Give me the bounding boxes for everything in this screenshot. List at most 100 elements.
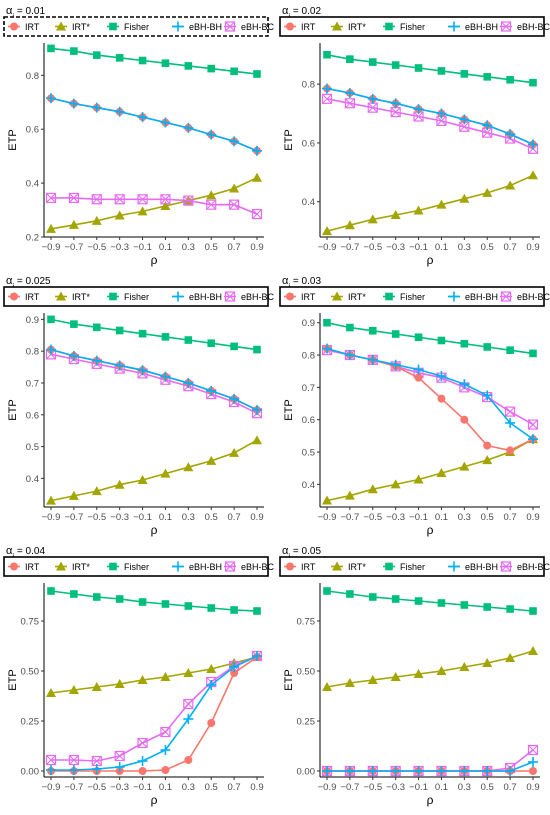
marker-irt [286, 22, 294, 31]
marker-ebh-bh [252, 651, 262, 661]
marker-irt-star [252, 172, 262, 182]
x-tick-label: −0.7 [341, 782, 360, 793]
marker-fisher [47, 315, 55, 324]
marker-fisher [483, 343, 492, 351]
x-tick-label: −0.3 [110, 242, 129, 253]
series-ebh-bh [46, 93, 262, 156]
marker-fisher [161, 59, 170, 68]
legend-label: eBH-BH [465, 22, 498, 32]
y-tick-label: 0.7 [26, 378, 39, 389]
marker-ebh-bh [91, 355, 102, 366]
marker-ebh-bc [114, 750, 125, 762]
series-line [50, 590, 258, 612]
legend-item-irt-star: IRT* [55, 21, 90, 32]
marker-fisher [138, 329, 147, 338]
legend-item-ebh-bc: eBH-BC [224, 561, 275, 572]
series-irt [47, 345, 261, 414]
x-tick-label: −0.3 [386, 512, 405, 523]
marker-ebh-bh [413, 766, 424, 776]
marker-ebh-bh [459, 114, 470, 125]
marker-ebh-bc [137, 194, 148, 205]
marker-fisher [529, 607, 537, 615]
series-irt-star [322, 646, 538, 691]
marker-ebh-bh [528, 757, 538, 767]
marker-irt-star [56, 291, 66, 301]
marker-ebh-bh [183, 714, 194, 724]
series-irt [323, 344, 537, 455]
legend-label: eBH-BC [241, 292, 275, 302]
marker-irt [286, 292, 294, 301]
legend-item-irt: IRT [284, 22, 316, 32]
marker-irt-star [137, 206, 148, 216]
marker-fisher [460, 601, 469, 609]
marker-fisher [385, 292, 393, 301]
marker-irt-star [332, 561, 342, 571]
marker-ebh-bh [390, 766, 401, 776]
x-axis-label: ρ [151, 523, 158, 537]
y-tick-label: 0.8 [302, 80, 315, 91]
marker-ebh-bh [137, 365, 148, 376]
legend-label: IRT [25, 562, 40, 572]
y-tick-label: 0.00 [21, 767, 40, 778]
marker-fisher [368, 326, 377, 335]
marker-ebh-bc [344, 98, 355, 109]
panel-title: αj = 0.05 [282, 545, 321, 561]
marker-fisher [115, 595, 124, 603]
marker-irt-star [344, 490, 355, 500]
marker-ebh-bh [173, 291, 183, 302]
x-tick-label: −0.7 [65, 512, 84, 523]
x-tick-label: −0.1 [409, 782, 428, 793]
marker-ebh-bc [183, 698, 194, 710]
legend-label: IRT* [348, 292, 366, 302]
marker-ebh-bh [46, 93, 56, 104]
marker-fisher [506, 605, 514, 613]
series-irt-star [322, 170, 538, 236]
marker-irt-star [436, 199, 447, 209]
marker-fisher [385, 22, 393, 31]
series-ebh-bc [45, 349, 263, 419]
legend-item-irt-star: IRT* [331, 561, 366, 572]
x-axis-label: ρ [427, 253, 434, 267]
marker-irt [230, 669, 239, 677]
series-line [326, 438, 534, 502]
y-tick-label: 0.50 [21, 667, 40, 678]
marker-ebh-bh [413, 364, 424, 375]
marker-ebh-bc [114, 194, 125, 205]
marker-fisher [253, 607, 261, 615]
legend-label: IRT* [72, 292, 90, 302]
legend-label: IRT* [348, 22, 366, 32]
legend-item-irt-star: IRT* [55, 291, 90, 302]
marker-fisher [437, 599, 446, 607]
x-tick-label: −0.1 [133, 242, 152, 253]
marker-ebh-bc [68, 192, 79, 204]
marker-irt-star [252, 435, 262, 445]
marker-fisher [184, 602, 193, 610]
y-tick-label: 0.2 [26, 233, 39, 244]
legend-label: eBH-BH [465, 292, 498, 302]
legend-label: eBH-BH [189, 562, 222, 572]
panel-title: αj = 0.04 [6, 545, 45, 561]
marker-ebh-bc [500, 21, 512, 32]
x-tick-label: 0.1 [435, 782, 448, 793]
x-tick-label: −0.9 [42, 512, 61, 523]
marker-ebh-bh [390, 359, 401, 370]
marker-irt-star [68, 685, 79, 694]
marker-ebh-bh [528, 434, 538, 445]
marker-ebh-bh [68, 98, 79, 109]
legend-label: Fisher [124, 562, 149, 572]
marker-ebh-bc [527, 419, 539, 430]
x-tick-label: 0.3 [458, 782, 471, 793]
x-tick-label: 0.9 [526, 782, 539, 793]
series-line [326, 347, 534, 452]
marker-irt [10, 292, 18, 301]
legend-item-ebh-bc: eBH-BC [500, 291, 550, 302]
x-tick-label: −0.9 [42, 782, 61, 793]
marker-irt-star [505, 180, 516, 190]
marker-ebh-bh [459, 766, 470, 776]
series-ebh-bc [45, 192, 263, 220]
legend-label: IRT [25, 292, 40, 302]
legend-item-ebh-bh: eBH-BH [172, 21, 222, 32]
x-tick-label: 0.7 [504, 242, 517, 253]
